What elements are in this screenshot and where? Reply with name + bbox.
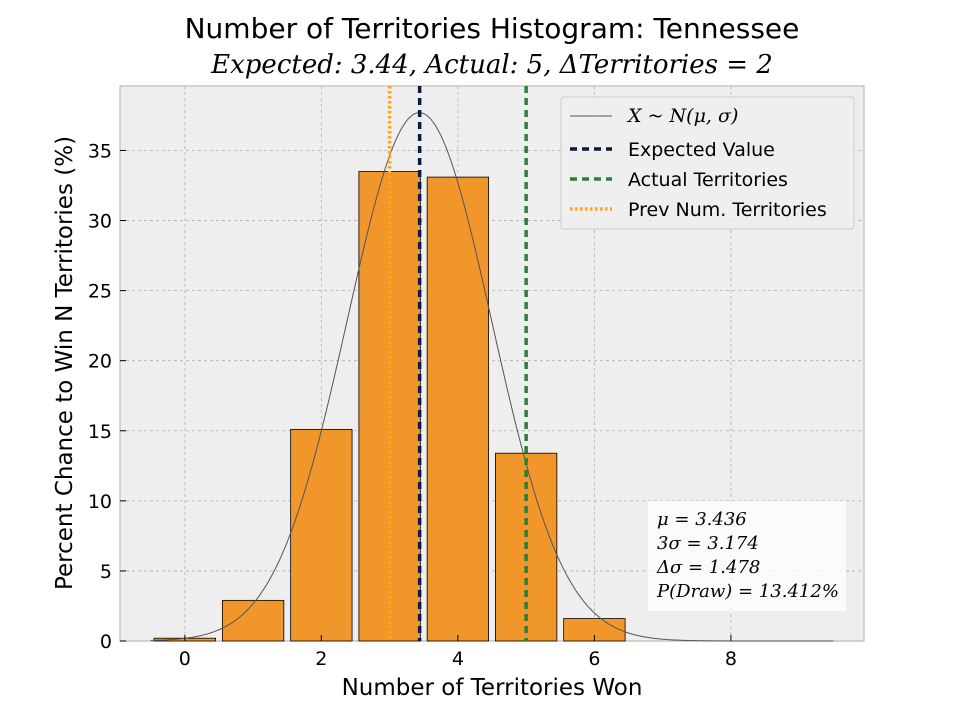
stats-mu: μ = 3.436 [657,509,747,530]
legend-prev-label: Prev Num. Territories [628,199,827,221]
chart-subtitle: Expected: 3.44, Actual: 5, ΔTerritories … [210,50,773,80]
y-tick-label: 5 [100,561,112,583]
y-tick-label: 25 [88,281,112,303]
x-tick-label: 4 [452,648,464,670]
histogram-bar [221,599,285,642]
y-tick-label: 15 [88,421,112,443]
x-ticks: 0 2 4 6 8 [179,635,737,670]
x-tick-label: 6 [588,648,600,670]
x-axis-label: Number of Territories Won [342,675,643,701]
stats-delta-sigma: Δσ = 1.478 [656,557,760,578]
stats-box-background [648,501,846,611]
y-tick-label: 0 [100,631,112,653]
x-tick-label: 2 [315,648,327,670]
chart-title: Number of Territories Histogram: Tenness… [185,12,800,45]
y-tick-label: 35 [88,140,112,162]
x-tick-label: 0 [179,648,191,670]
legend-expected-label: Expected Value [628,139,775,161]
stats-three-sigma: 3σ = 3.174 [657,533,759,554]
reference-lines [387,86,528,641]
legend: X ~ N(μ, σ) Expected Value Actual Territ… [560,96,855,230]
histogram-bar [426,176,489,642]
y-tick-label: 20 [88,351,112,373]
stats-p-draw: P(Draw) = 13.412% [656,581,839,602]
x-tick-label: 8 [725,648,737,670]
y-axis-label: Percent Chance to Win N Territories (%) [52,136,78,590]
legend-actual-label: Actual Territories [628,169,788,191]
legend-curve-label: X ~ N(μ, σ) [626,105,738,127]
stats-box: μ = 3.436 3σ = 3.174 Δσ = 1.478 P(Draw) … [648,501,846,611]
y-ticks: 0 5 10 15 20 25 30 35 [88,140,126,653]
y-tick-label: 30 [88,211,112,233]
y-tick-label: 10 [88,491,112,513]
legend-box [560,96,855,230]
histogram-bar [290,428,353,642]
normal-curve [150,112,834,642]
